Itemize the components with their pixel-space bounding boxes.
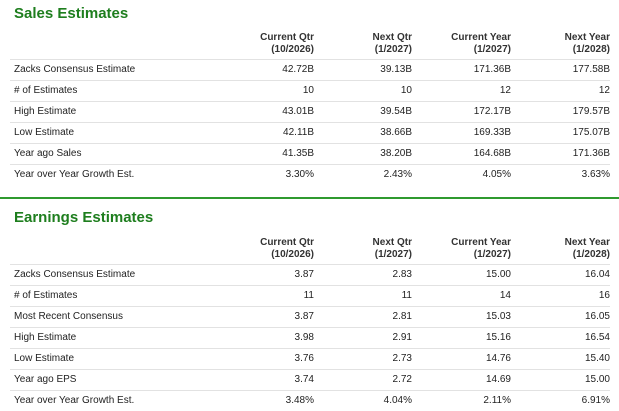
row-label: Low Estimate xyxy=(10,122,208,144)
cell-value: 15.00 xyxy=(511,369,610,391)
earnings-estimates-table: Current Qtr (10/2026) Next Qtr (1/2027) Cu… xyxy=(10,237,610,411)
table-row: Year over Year Growth Est. 3.30% 2.43% 4… xyxy=(10,164,610,185)
cell-value: 14.69 xyxy=(412,369,511,391)
row-label: # of Estimates xyxy=(10,80,208,102)
cell-value: 3.74 xyxy=(208,369,314,391)
table-row: # of Estimates 10 10 12 12 xyxy=(10,80,610,102)
cell-value: 39.13B xyxy=(314,59,412,81)
cell-value: 2.73 xyxy=(314,348,412,370)
cell-value: 3.98 xyxy=(208,327,314,349)
cell-value: 6.91% xyxy=(511,390,610,411)
earnings-header-current-year: Current Year (1/2027) xyxy=(451,237,511,260)
sales-estimates-title: Sales Estimates xyxy=(14,5,129,22)
cell-value: 11 xyxy=(208,285,314,307)
cell-value: 171.36B xyxy=(412,59,511,81)
cell-value: 14 xyxy=(412,285,511,307)
cell-value: 2.72 xyxy=(314,369,412,391)
earnings-header-row: Current Qtr (10/2026) Next Qtr (1/2027) Cu… xyxy=(10,237,610,265)
row-label: Low Estimate xyxy=(10,348,208,370)
row-label: High Estimate xyxy=(10,101,208,123)
cell-value: 15.03 xyxy=(412,306,511,328)
earnings-header-current-qtr: Current Qtr (10/2026) xyxy=(260,237,314,260)
table-row: High Estimate 43.01B 39.54B 172.17B 179.… xyxy=(10,101,610,123)
row-label: Zacks Consensus Estimate xyxy=(10,264,208,286)
row-label: Most Recent Consensus xyxy=(10,306,208,328)
cell-value: 4.04% xyxy=(314,390,412,411)
cell-value: 10 xyxy=(208,80,314,102)
earnings-header-blank xyxy=(10,237,208,265)
row-label: High Estimate xyxy=(10,327,208,349)
cell-value: 15.16 xyxy=(412,327,511,349)
cell-value: 2.11% xyxy=(412,390,511,411)
row-label: Year ago EPS xyxy=(10,369,208,391)
cell-value: 164.68B xyxy=(412,143,511,165)
cell-value: 39.54B xyxy=(314,101,412,123)
table-row: Zacks Consensus Estimate 3.87 2.83 15.00… xyxy=(10,264,610,286)
sales-header-next-qtr: Next Qtr (1/2027) xyxy=(372,32,412,55)
cell-value: 171.36B xyxy=(511,143,610,165)
sales-header-current-year: Current Year (1/2027) xyxy=(451,32,511,55)
cell-value: 16.54 xyxy=(511,327,610,349)
cell-value: 10 xyxy=(314,80,412,102)
cell-value: 2.83 xyxy=(314,264,412,286)
cell-value: 43.01B xyxy=(208,101,314,123)
earnings-estimates-title: Earnings Estimates xyxy=(14,209,154,226)
cell-value: 11 xyxy=(314,285,412,307)
cell-value: 16.04 xyxy=(511,264,610,286)
cell-value: 2.91 xyxy=(314,327,412,349)
cell-value: 16.05 xyxy=(511,306,610,328)
table-row: Zacks Consensus Estimate 42.72B 39.13B 1… xyxy=(10,59,610,81)
table-row: Year over Year Growth Est. 3.48% 4.04% 2… xyxy=(10,390,610,411)
table-row: Most Recent Consensus 3.87 2.81 15.03 16… xyxy=(10,306,610,328)
cell-value: 3.48% xyxy=(208,390,314,411)
sales-estimates-table: Current Qtr (10/2026) Next Qtr (1/2027) Cu… xyxy=(10,32,610,185)
cell-value: 38.20B xyxy=(314,143,412,165)
cell-value: 38.66B xyxy=(314,122,412,144)
cell-value: 15.00 xyxy=(412,264,511,286)
cell-value: 3.63% xyxy=(511,164,610,185)
cell-value: 169.33B xyxy=(412,122,511,144)
cell-value: 2.43% xyxy=(314,164,412,185)
cell-value: 41.35B xyxy=(208,143,314,165)
cell-value: 179.57B xyxy=(511,101,610,123)
cell-value: 16 xyxy=(511,285,610,307)
cell-value: 2.81 xyxy=(314,306,412,328)
row-label: Zacks Consensus Estimate xyxy=(10,59,208,81)
cell-value: 42.72B xyxy=(208,59,314,81)
row-label: Year over Year Growth Est. xyxy=(10,390,208,411)
earnings-header-next-qtr: Next Qtr (1/2027) xyxy=(372,237,412,260)
table-row: High Estimate 3.98 2.91 15.16 16.54 xyxy=(10,327,610,349)
cell-value: 42.11B xyxy=(208,122,314,144)
cell-value: 3.87 xyxy=(208,306,314,328)
table-row: Year ago Sales 41.35B 38.20B 164.68B 171… xyxy=(10,143,610,165)
sales-header-next-year: Next Year (1/2028) xyxy=(564,32,610,55)
section-divider xyxy=(0,197,619,199)
row-label: Year ago Sales xyxy=(10,143,208,165)
cell-value: 175.07B xyxy=(511,122,610,144)
table-row: Low Estimate 42.11B 38.66B 169.33B 175.0… xyxy=(10,122,610,144)
table-row: Low Estimate 3.76 2.73 14.76 15.40 xyxy=(10,348,610,370)
row-label: Year over Year Growth Est. xyxy=(10,164,208,185)
cell-value: 177.58B xyxy=(511,59,610,81)
cell-value: 4.05% xyxy=(412,164,511,185)
table-row: Year ago EPS 3.74 2.72 14.69 15.00 xyxy=(10,369,610,391)
cell-value: 12 xyxy=(412,80,511,102)
sales-header-current-qtr: Current Qtr (10/2026) xyxy=(260,32,314,55)
sales-header-row: Current Qtr (10/2026) Next Qtr (1/2027) Cu… xyxy=(10,32,610,60)
cell-value: 3.87 xyxy=(208,264,314,286)
earnings-header-next-year: Next Year (1/2028) xyxy=(564,237,610,260)
cell-value: 172.17B xyxy=(412,101,511,123)
cell-value: 3.30% xyxy=(208,164,314,185)
cell-value: 15.40 xyxy=(511,348,610,370)
cell-value: 12 xyxy=(511,80,610,102)
cell-value: 3.76 xyxy=(208,348,314,370)
cell-value: 14.76 xyxy=(412,348,511,370)
row-label: # of Estimates xyxy=(10,285,208,307)
table-row: # of Estimates 11 11 14 16 xyxy=(10,285,610,307)
sales-header-blank xyxy=(10,32,208,60)
